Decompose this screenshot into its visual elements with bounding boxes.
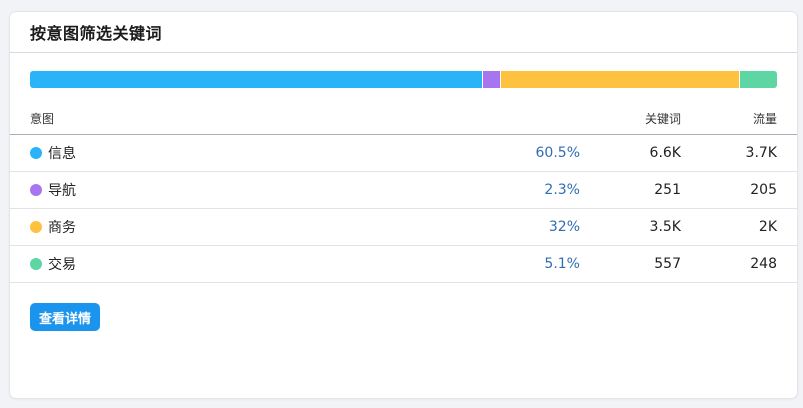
traffic-value: 2K [758,219,777,235]
intent-label: 交易 [48,257,76,273]
table-row: 导航 2.3% 251 205 [10,172,797,209]
keywords-count: 251 [654,182,681,198]
intent-percent-link[interactable]: 60.5% [535,145,580,161]
intent-color-dot [30,147,42,159]
header-traffic[interactable]: 流量 [752,111,777,126]
intent-percent-link[interactable]: 32% [548,219,580,235]
traffic-value: 205 [750,182,777,198]
bar-segment-commercial[interactable] [499,71,739,88]
intent-label: 信息 [48,146,76,162]
table-row: 交易 5.1% 557 248 [10,246,797,283]
table-row: 信息 60.5% 6.6K 3.7K [10,135,797,172]
keywords-count: 3.5K [649,219,681,235]
keywords-count: 557 [654,256,681,272]
intent-distribution-bar [30,71,777,88]
keywords-count: 6.6K [649,145,681,161]
card-header: 按意图筛选关键词 [10,12,797,53]
traffic-value: 3.7K [745,145,777,161]
intent-filter-card: 按意图筛选关键词 意图 关键词 流量 信息 60.5% 6.6K 3.7K 导航 [10,12,797,398]
intent-name: 信息 [30,135,76,171]
intent-table: 意图 关键词 流量 信息 60.5% 6.6K 3.7K 导航 2.3% 251… [10,102,797,283]
table-header: 意图 关键词 流量 [10,102,797,135]
intent-color-dot [30,258,42,270]
intent-name: 商务 [30,209,76,245]
intent-color-dot [30,221,42,233]
header-keywords[interactable]: 关键词 [644,111,681,126]
intent-name: 导航 [30,172,76,208]
bar-segment-navigation[interactable] [482,71,500,88]
intent-label: 商务 [48,220,76,236]
intent-name: 交易 [30,246,76,282]
intent-label: 导航 [48,183,76,199]
card-title: 按意图筛选关键词 [30,24,163,43]
traffic-value: 248 [750,256,777,272]
header-intent: 意图 [30,111,55,126]
intent-percent-link[interactable]: 5.1% [544,256,580,272]
table-row: 商务 32% 3.5K 2K [10,209,797,246]
bar-segment-info[interactable] [30,71,483,88]
intent-color-dot [30,184,42,196]
intent-percent-link[interactable]: 2.3% [544,182,580,198]
view-details-button[interactable]: 查看详情 [30,303,101,331]
bar-segment-transactional[interactable] [738,71,777,88]
